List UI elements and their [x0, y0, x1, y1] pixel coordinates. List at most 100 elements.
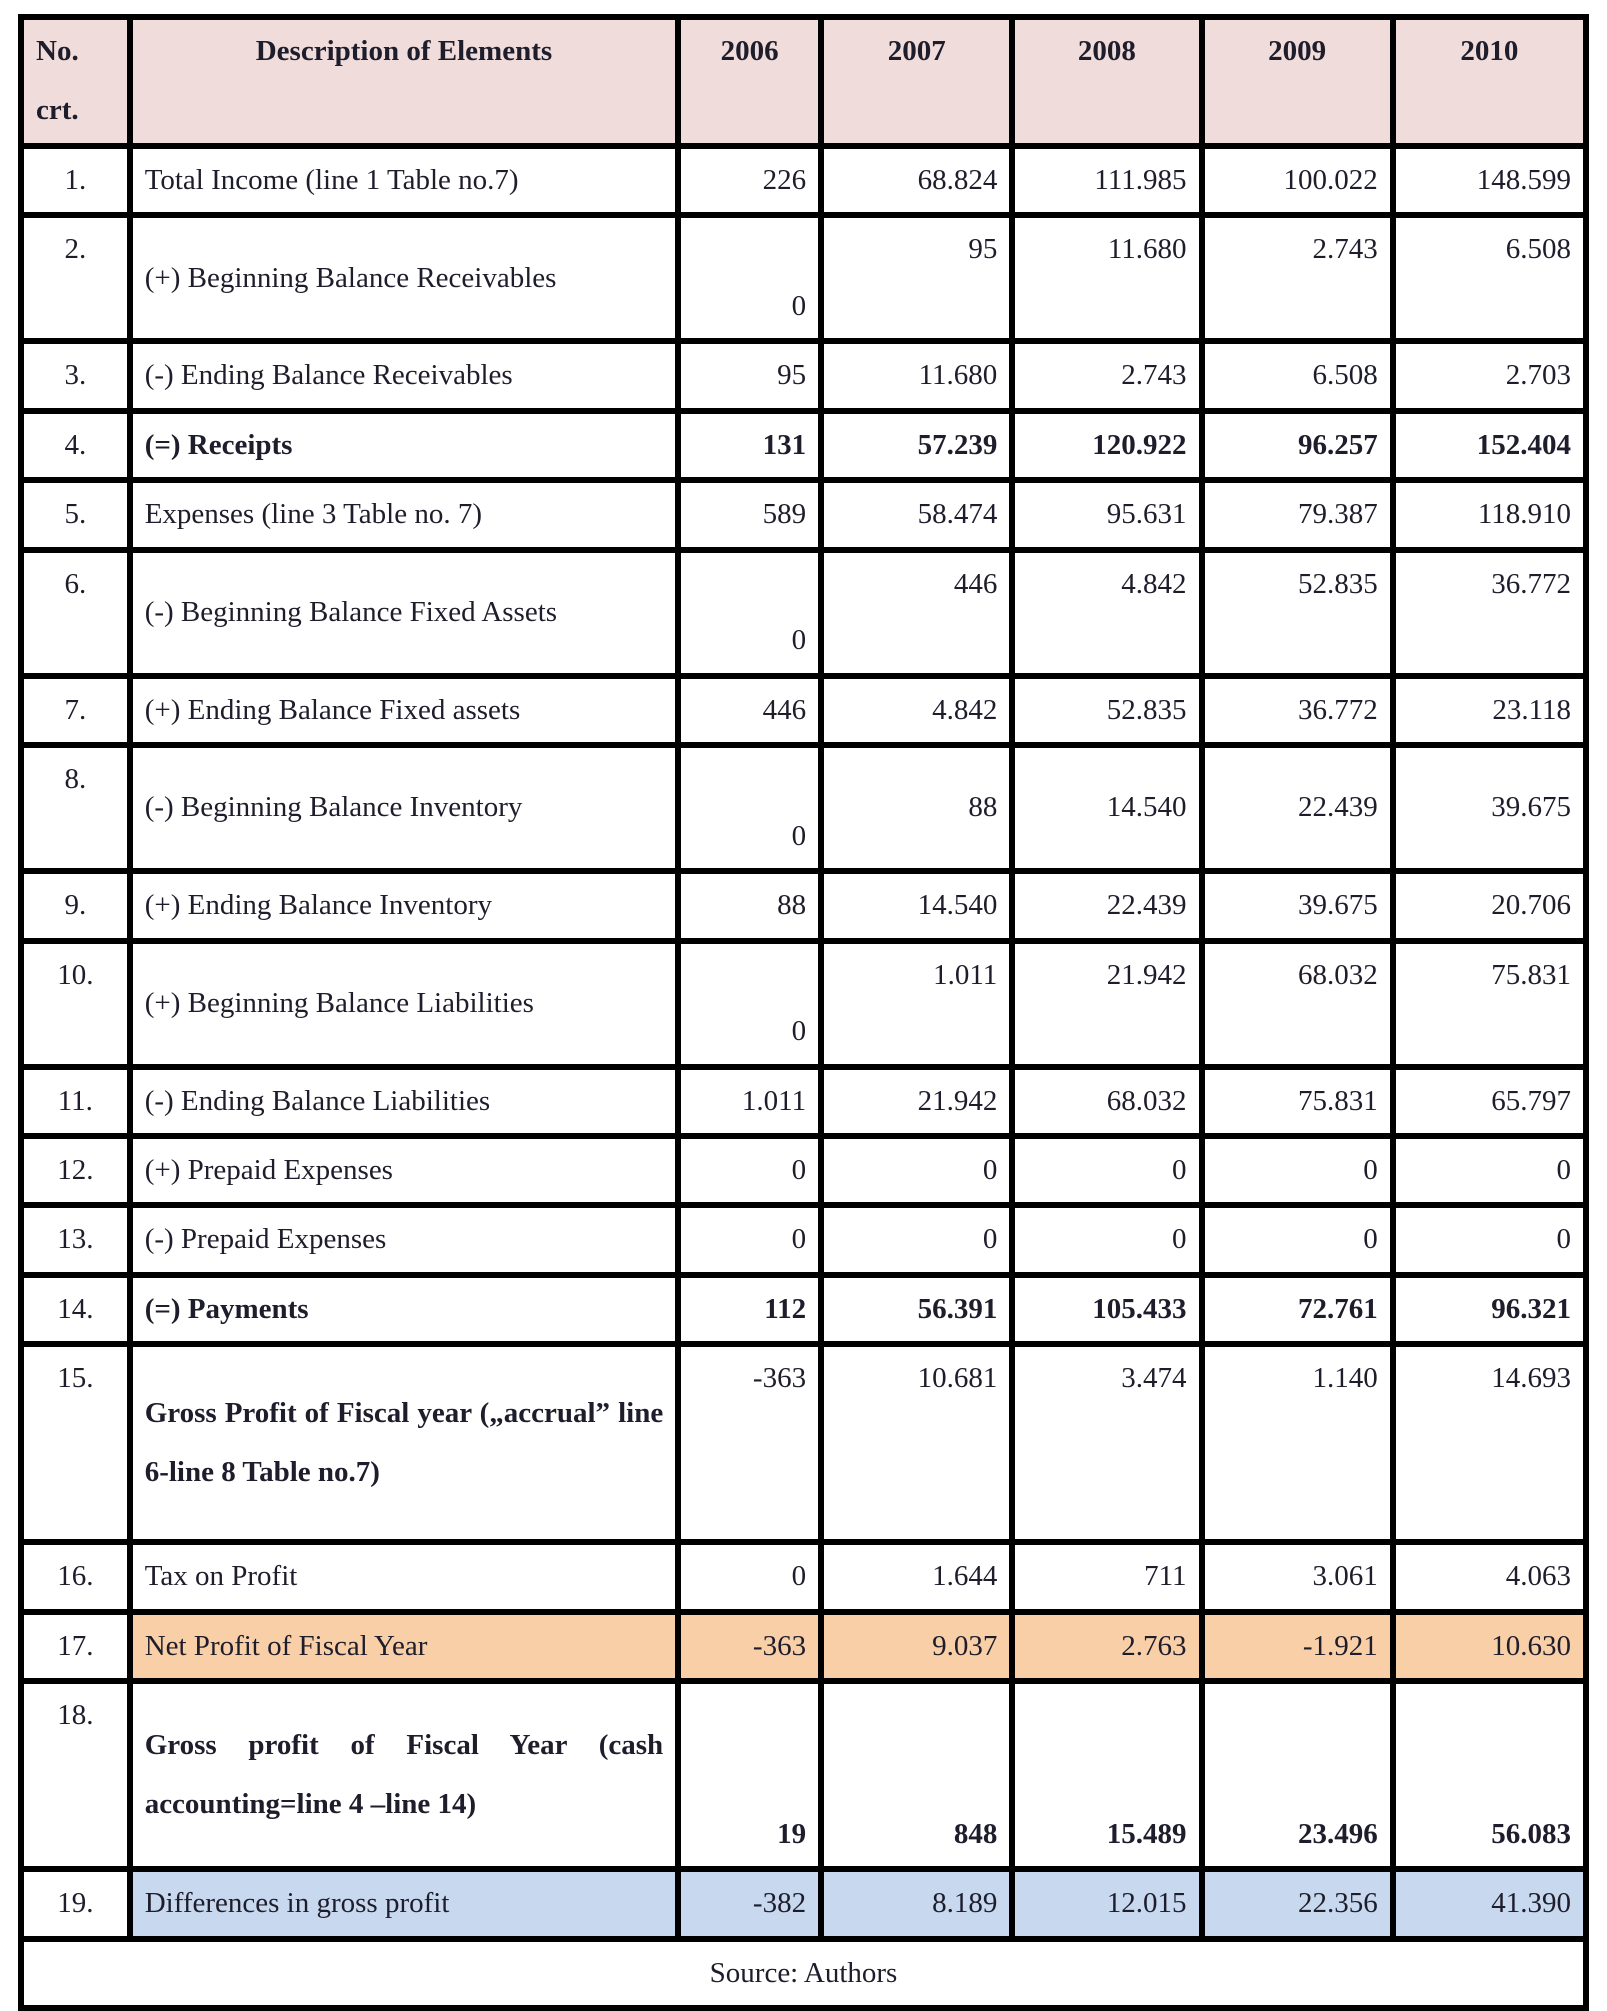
table-row: 19. Differences in gross profit -382 8.189 1…: [18, 1866, 1590, 1942]
table-footer: Source: Authors: [18, 1935, 1589, 2011]
row-value-2007: 11.680: [818, 338, 1016, 414]
row-value-2010: 96.321: [1389, 1271, 1590, 1348]
row-value-2008: 68.032: [1009, 1063, 1205, 1139]
row-value-2009: 72.761: [1198, 1271, 1396, 1348]
row-value-2010: 36.772: [1389, 546, 1590, 679]
row-value-2010: 56.083: [1389, 1678, 1590, 1873]
table-row: 10. (+) Beginning Balance Liabilities 0 1.0…: [18, 937, 1590, 1070]
row-value-2009: 100.022: [1198, 142, 1396, 219]
row-value-2009: 52.835: [1198, 546, 1396, 679]
row-value-2006: -363: [675, 1341, 825, 1546]
financial-table: No. crt. Description of Elements 2006 20…: [18, 14, 1590, 2011]
row-value-2008: 11.680: [1009, 212, 1205, 345]
row-value-2010: 39.675: [1389, 742, 1590, 875]
row-number: 14.: [18, 1271, 133, 1348]
row-description: (-) Beginning Balance Fixed Assets: [126, 546, 682, 679]
row-value-2010: 14.693: [1389, 1341, 1590, 1546]
row-number: 7.: [18, 672, 133, 749]
row-value-2009: 2.743: [1198, 212, 1396, 345]
table-row: 11. (-) Ending Balance Liabilities 1.011 21…: [18, 1063, 1590, 1139]
row-value-2009: 6.508: [1198, 338, 1396, 414]
row-value-2008: 52.835: [1009, 672, 1205, 749]
row-value-2008: 0: [1009, 1202, 1205, 1278]
row-value-2007: 9.037: [818, 1608, 1016, 1685]
column-header-2007: 2007: [818, 14, 1016, 149]
row-value-2010: 75.831: [1389, 937, 1590, 1070]
row-value-2006: 112: [675, 1271, 825, 1348]
row-value-2007: 68.824: [818, 142, 1016, 219]
table-row: 8. (-) Beginning Balance Inventory 0 88 14.5…: [18, 742, 1590, 875]
row-value-2008: 2.763: [1009, 1608, 1205, 1685]
row-description: Tax on Profit: [126, 1539, 682, 1615]
row-value-2009: 96.257: [1198, 407, 1396, 484]
row-description: (+) Prepaid Expenses: [126, 1132, 682, 1209]
row-value-2007: 10.681: [818, 1341, 1016, 1546]
row-value-2006: -363: [675, 1608, 825, 1685]
row-description: (-) Prepaid Expenses: [126, 1202, 682, 1278]
row-value-2007: 56.391: [818, 1271, 1016, 1348]
row-number: 16.: [18, 1539, 133, 1615]
row-number: 12.: [18, 1132, 133, 1209]
row-value-2010: 20.706: [1389, 868, 1590, 944]
row-number: 18.: [18, 1678, 133, 1873]
row-value-2008: 22.439: [1009, 868, 1205, 944]
row-description: (-) Ending Balance Liabilities: [126, 1063, 682, 1139]
row-number: 8.: [18, 742, 133, 875]
row-value-2009: 0: [1198, 1132, 1396, 1209]
row-description: (+) Beginning Balance Liabilities: [126, 937, 682, 1070]
table-header: No. crt. Description of Elements 2006 20…: [18, 14, 1590, 149]
column-header-2009: 2009: [1198, 14, 1396, 149]
table-source: Source: Authors: [18, 1935, 1589, 2011]
row-value-2008: 120.922: [1009, 407, 1205, 484]
row-number: 6.: [18, 546, 133, 679]
row-value-2009: 39.675: [1198, 868, 1396, 944]
row-number: 15.: [18, 1341, 133, 1546]
table-row: 3. (-) Ending Balance Receivables 95 11.680…: [18, 338, 1590, 414]
row-value-2010: 41.390: [1389, 1866, 1590, 1942]
row-value-2006: 0: [675, 1132, 825, 1209]
table-row: 17. Net Profit of Fiscal Year -363 9.037 2.7…: [18, 1608, 1590, 1685]
row-value-2008: 95.631: [1009, 477, 1205, 553]
row-value-2009: 22.439: [1198, 742, 1396, 875]
row-description: (-) Ending Balance Receivables: [126, 338, 682, 414]
row-description: Total Income (line 1 Table no.7): [126, 142, 682, 219]
column-header-2006: 2006: [675, 14, 825, 149]
document-page: No. crt. Description of Elements 2006 20…: [18, 14, 1590, 2011]
row-number: 19.: [18, 1866, 133, 1942]
row-value-2009: 0: [1198, 1202, 1396, 1278]
row-description: (+) Ending Balance Fixed assets: [126, 672, 682, 749]
row-value-2007: 21.942: [818, 1063, 1016, 1139]
table-row: 9. (+) Ending Balance Inventory 88 14.540 22…: [18, 868, 1590, 944]
row-value-2006: 0: [675, 937, 825, 1070]
row-value-2007: 8.189: [818, 1866, 1016, 1942]
row-value-2010: 118.910: [1389, 477, 1590, 553]
row-value-2009: 75.831: [1198, 1063, 1396, 1139]
row-description: Net Profit of Fiscal Year: [126, 1608, 682, 1685]
row-value-2008: 14.540: [1009, 742, 1205, 875]
row-value-2006: 131: [675, 407, 825, 484]
table-row: 7. (+) Ending Balance Fixed assets 446 4.84…: [18, 672, 1590, 749]
row-number: 9.: [18, 868, 133, 944]
row-value-2008: 105.433: [1009, 1271, 1205, 1348]
row-value-2007: 88: [818, 742, 1016, 875]
row-number: 13.: [18, 1202, 133, 1278]
row-number: 3.: [18, 338, 133, 414]
row-value-2010: 4.063: [1389, 1539, 1590, 1615]
row-value-2010: 2.703: [1389, 338, 1590, 414]
row-value-2008: 0: [1009, 1132, 1205, 1209]
table-body: 1. Total Income (line 1 Table no.7) 226 68.…: [18, 142, 1590, 1942]
row-value-2006: 0: [675, 742, 825, 875]
row-value-2007: 95: [818, 212, 1016, 345]
table-row: 15. Gross Profit of Fiscal year („accrual…: [18, 1341, 1590, 1546]
row-value-2009: 79.387: [1198, 477, 1396, 553]
row-value-2008: 711: [1009, 1539, 1205, 1615]
row-value-2006: 446: [675, 672, 825, 749]
row-value-2007: 0: [818, 1202, 1016, 1278]
row-value-2006: -382: [675, 1866, 825, 1942]
row-number: 11.: [18, 1063, 133, 1139]
row-number: 17.: [18, 1608, 133, 1685]
row-value-2006: 88: [675, 868, 825, 944]
row-description: (+) Ending Balance Inventory: [126, 868, 682, 944]
row-value-2009: 3.061: [1198, 1539, 1396, 1615]
row-value-2007: 57.239: [818, 407, 1016, 484]
